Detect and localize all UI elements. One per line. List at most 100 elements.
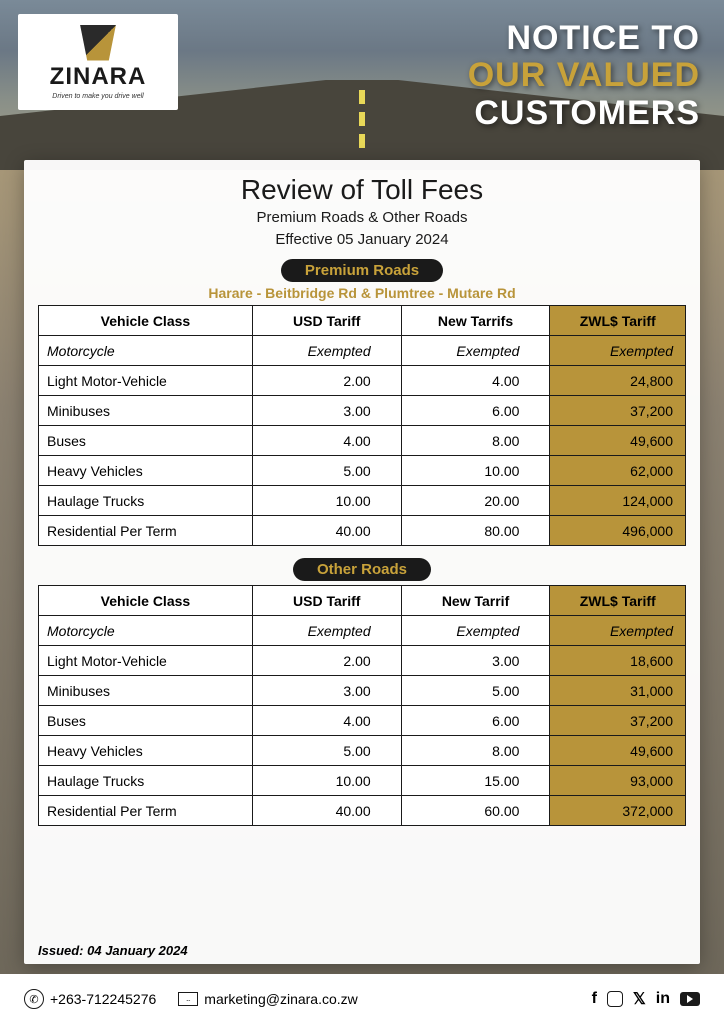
cell-usd: 4.00 <box>252 426 401 456</box>
col-usd-tariff: USD Tariff <box>252 306 401 336</box>
cell-vehicle-class: Motorcycle <box>39 616 253 646</box>
headline-line2: OUR VALUED <box>468 57 700 94</box>
cell-new: 4.00 <box>401 366 550 396</box>
cell-usd: Exempted <box>252 616 401 646</box>
logo-text: ZINARA <box>50 63 147 91</box>
cell-usd: 4.00 <box>252 706 401 736</box>
cell-vehicle-class: Heavy Vehicles <box>39 456 253 486</box>
cell-usd: 10.00 <box>252 766 401 796</box>
logo-tagline: Driven to make you drive well <box>52 93 143 100</box>
footer: ✆ +263-712245276 marketing@zinara.co.zw … <box>0 974 724 1024</box>
cell-vehicle-class: Haulage Trucks <box>39 766 253 796</box>
road-line <box>359 90 365 150</box>
cell-zwl: 49,600 <box>550 736 686 766</box>
cell-zwl: 496,000 <box>550 516 686 546</box>
cell-usd: 3.00 <box>252 676 401 706</box>
cell-zwl: 372,000 <box>550 796 686 826</box>
premium-table: Vehicle Class USD Tariff New Tarrifs ZWL… <box>38 305 686 546</box>
cell-vehicle-class: Minibuses <box>39 396 253 426</box>
logo: ZINARA Driven to make you drive well <box>18 14 178 110</box>
cell-usd: 2.00 <box>252 366 401 396</box>
phone-contact: ✆ +263-712245276 <box>24 989 156 1009</box>
headline-line3: CUSTOMERS <box>468 95 700 132</box>
cell-new: 6.00 <box>401 706 550 736</box>
cell-vehicle-class: Light Motor-Vehicle <box>39 366 253 396</box>
other-pill: Other Roads <box>293 558 431 581</box>
col-vehicle-class: Vehicle Class <box>39 586 253 616</box>
cell-vehicle-class: Minibuses <box>39 676 253 706</box>
table-row: Light Motor-Vehicle2.004.0024,800 <box>39 366 686 396</box>
cell-vehicle-class: Buses <box>39 706 253 736</box>
subtitle-roads: Premium Roads & Other Roads <box>38 208 686 228</box>
page-title: Review of Toll Fees <box>38 174 686 206</box>
headline-line1: NOTICE TO <box>468 20 700 57</box>
table-row: Buses4.008.0049,600 <box>39 426 686 456</box>
youtube-icon <box>680 992 700 1006</box>
cell-new: 5.00 <box>401 676 550 706</box>
cell-new: 20.00 <box>401 486 550 516</box>
headline: NOTICE TO OUR VALUED CUSTOMERS <box>468 20 700 132</box>
cell-new: 80.00 <box>401 516 550 546</box>
cell-zwl: 124,000 <box>550 486 686 516</box>
content-panel: Review of Toll Fees Premium Roads & Othe… <box>24 160 700 964</box>
social-icons: f 𝕏 in <box>592 989 700 1009</box>
col-zwl-tariff: ZWL$ Tariff <box>550 306 686 336</box>
linkedin-icon: in <box>656 990 670 1008</box>
table-row: Residential Per Term40.0060.00372,000 <box>39 796 686 826</box>
cell-usd: 3.00 <box>252 396 401 426</box>
col-new-tariffs: New Tarrifs <box>401 306 550 336</box>
table-row: Minibuses3.005.0031,000 <box>39 676 686 706</box>
phone-icon: ✆ <box>24 989 44 1009</box>
cell-vehicle-class: Residential Per Term <box>39 516 253 546</box>
cell-vehicle-class: Residential Per Term <box>39 796 253 826</box>
cell-zwl: 37,200 <box>550 706 686 736</box>
cell-new: 8.00 <box>401 426 550 456</box>
issued-date: Issued: 04 January 2024 <box>38 943 188 958</box>
cell-new: Exempted <box>401 616 550 646</box>
table-row: Buses4.006.0037,200 <box>39 706 686 736</box>
cell-new: 10.00 <box>401 456 550 486</box>
cell-zwl: 49,600 <box>550 426 686 456</box>
cell-zwl: Exempted <box>550 616 686 646</box>
table-row: Minibuses3.006.0037,200 <box>39 396 686 426</box>
table-row: MotorcycleExemptedExemptedExempted <box>39 336 686 366</box>
other-header-row: Vehicle Class USD Tariff New Tarrif ZWL$… <box>39 586 686 616</box>
table-row: MotorcycleExemptedExemptedExempted <box>39 616 686 646</box>
cell-zwl: 31,000 <box>550 676 686 706</box>
email-address: marketing@zinara.co.zw <box>204 991 358 1007</box>
cell-new: Exempted <box>401 336 550 366</box>
instagram-icon <box>607 991 623 1007</box>
email-icon <box>178 992 198 1006</box>
cell-new: 6.00 <box>401 396 550 426</box>
cell-vehicle-class: Light Motor-Vehicle <box>39 646 253 676</box>
cell-zwl: 18,600 <box>550 646 686 676</box>
cell-usd: 2.00 <box>252 646 401 676</box>
cell-usd: 5.00 <box>252 736 401 766</box>
cell-new: 15.00 <box>401 766 550 796</box>
cell-zwl: 24,800 <box>550 366 686 396</box>
cell-zwl: 62,000 <box>550 456 686 486</box>
col-new-tariff: New Tarrif <box>401 586 550 616</box>
email-contact: marketing@zinara.co.zw <box>178 991 358 1007</box>
cell-vehicle-class: Haulage Trucks <box>39 486 253 516</box>
cell-vehicle-class: Motorcycle <box>39 336 253 366</box>
premium-header-row: Vehicle Class USD Tariff New Tarrifs ZWL… <box>39 306 686 336</box>
cell-new: 3.00 <box>401 646 550 676</box>
table-row: Heavy Vehicles5.008.0049,600 <box>39 736 686 766</box>
cell-zwl: 37,200 <box>550 396 686 426</box>
cell-usd: 5.00 <box>252 456 401 486</box>
hero-banner: ZINARA Driven to make you drive well NOT… <box>0 0 724 170</box>
other-table: Vehicle Class USD Tariff New Tarrif ZWL$… <box>38 585 686 826</box>
cell-vehicle-class: Heavy Vehicles <box>39 736 253 766</box>
cell-usd: 10.00 <box>252 486 401 516</box>
premium-pill: Premium Roads <box>281 259 443 282</box>
premium-roads-label: Harare - Beitbridge Rd & Plumtree - Muta… <box>38 285 686 301</box>
table-row: Light Motor-Vehicle2.003.0018,600 <box>39 646 686 676</box>
table-row: Haulage Trucks10.0020.00124,000 <box>39 486 686 516</box>
cell-usd: 40.00 <box>252 516 401 546</box>
footer-contacts: ✆ +263-712245276 marketing@zinara.co.zw <box>24 989 358 1009</box>
cell-usd: Exempted <box>252 336 401 366</box>
facebook-icon: f <box>592 990 597 1008</box>
col-zwl-tariff: ZWL$ Tariff <box>550 586 686 616</box>
cell-usd: 40.00 <box>252 796 401 826</box>
